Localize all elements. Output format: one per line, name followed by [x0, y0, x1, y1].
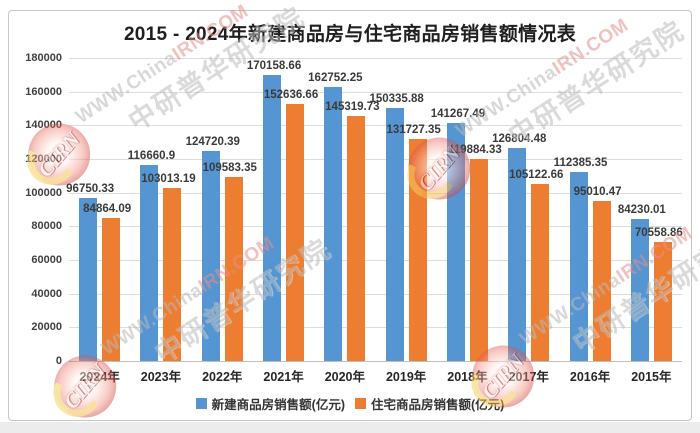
x-axis-tick-label: 2018年	[447, 370, 488, 384]
bar-residential-2023年	[163, 187, 182, 361]
gridline	[69, 125, 682, 127]
bar-value-label: 119884.33	[448, 144, 502, 157]
y-axis-tick-label: 140000	[25, 119, 62, 132]
chart-frame: 2015 - 2024年新建商品房与住宅商品房销售额情况表 0 20000 4000…	[8, 10, 692, 421]
bar-value-label: 152636.66	[263, 89, 319, 102]
bar-residential-2018年	[469, 159, 488, 361]
bar-new-housing-2015年	[630, 219, 649, 361]
legend-label-residential: 住宅商品房销售额(亿元)	[371, 398, 505, 412]
x-axis-tick-label: 2015年	[631, 370, 672, 384]
bar-value-label: 131727.35	[386, 124, 441, 137]
bar-new-housing-2017年	[508, 147, 527, 361]
bar-value-label: 96750.33	[66, 183, 115, 196]
bar-residential-2024年	[102, 218, 121, 361]
bar-value-label: 109583.35	[202, 161, 257, 174]
chart-title: 2015 - 2024年新建商品房与住宅商品房销售额情况表	[123, 24, 577, 45]
gridline	[69, 159, 682, 160]
bar-new-housing-2024年	[79, 198, 98, 361]
gridline	[69, 293, 682, 295]
x-axis-tick-label: 2024年	[79, 370, 120, 384]
bar-value-label: 141267.49	[430, 108, 486, 121]
bar-value-label: 84864.09	[83, 203, 132, 216]
bar-new-housing-2016年	[569, 171, 588, 361]
bar-value-label: 105122.66	[509, 169, 564, 182]
y-axis-tick-label: 60000	[31, 254, 62, 266]
gridline	[69, 91, 682, 93]
x-axis-tick-label: 2016年	[569, 370, 611, 384]
gridline	[69, 260, 682, 261]
page-background-strip	[0, 422, 700, 433]
plot-area: 0 20000 40000 60000 80000 100000 120000 140000 1…	[25, 52, 683, 384]
bar-residential-2019年	[408, 139, 427, 361]
bar-new-housing-2018年	[446, 123, 465, 361]
x-axis-tick-label: 2021年	[263, 370, 304, 384]
bar-value-label: 150335.88	[369, 92, 424, 105]
legend-swatch-new-housing	[195, 398, 207, 409]
bar-value-label: 124720.39	[185, 136, 240, 149]
gridline	[69, 192, 682, 194]
gridline	[69, 226, 682, 228]
legend-swatch-residential	[355, 398, 366, 409]
y-axis-tick-label: 80000	[31, 220, 62, 233]
bar-residential-2015年	[653, 242, 672, 361]
x-axis-tick-label: 2019年	[385, 370, 427, 384]
bar-residential-2016年	[592, 201, 611, 361]
bar-value-label: 103013.19	[141, 172, 196, 185]
x-axis-line	[69, 361, 682, 362]
y-axis-tick-label: 160000	[25, 85, 62, 98]
x-axis-tick-label: 2017年	[508, 370, 549, 384]
bar-value-label: 95010.47	[573, 186, 622, 199]
bar-value-label: 116660.9	[127, 149, 176, 162]
gridline	[69, 58, 682, 59]
legend-item-new-housing: 新建商品房销售额(亿元)	[195, 394, 345, 413]
bar-new-housing-2020年	[324, 87, 343, 361]
gridline	[69, 327, 682, 329]
x-axis-tick-label: 2023年	[140, 370, 182, 384]
y-axis-tick-label: 20000	[31, 321, 62, 334]
bar-value-label: 162752.25	[308, 72, 363, 85]
y-axis-tick-label: 40000	[31, 287, 62, 300]
x-axis-tick-label: 2020年	[324, 370, 365, 384]
bar-value-label: 126804.48	[492, 132, 547, 145]
bar-new-housing-2022年	[201, 151, 220, 361]
y-axis-tick-label: 100000	[25, 186, 62, 199]
bar-value-label: 84230.01	[617, 204, 666, 217]
bar-value-label: 145319.73	[325, 101, 380, 114]
bar-new-housing-2019年	[385, 107, 404, 361]
legend: 新建商品房销售额(亿元) 住宅商品房销售额(亿元)	[9, 394, 691, 413]
bar-new-housing-2021年	[263, 74, 282, 361]
y-axis-tick-label: 0	[55, 355, 62, 367]
bar-residential-2022年	[224, 176, 243, 361]
legend-label-new-housing: 新建商品房销售额(亿元)	[211, 398, 345, 412]
bar-value-label: 170158.66	[246, 59, 302, 72]
y-axis-tick-label: 120000	[25, 153, 62, 165]
x-axis-tick-label: 2022年	[202, 370, 243, 384]
bar-new-housing-2023年	[140, 164, 159, 361]
legend-item-residential: 住宅商品房销售额(亿元)	[355, 394, 504, 413]
bar-value-label: 70558.86	[634, 227, 683, 240]
bar-residential-2020年	[347, 116, 366, 361]
bar-value-label: 112385.35	[553, 156, 608, 169]
bar-residential-2017年	[531, 184, 550, 361]
y-axis-tick-label: 180000	[25, 52, 62, 64]
bar-residential-2021年	[286, 104, 305, 361]
